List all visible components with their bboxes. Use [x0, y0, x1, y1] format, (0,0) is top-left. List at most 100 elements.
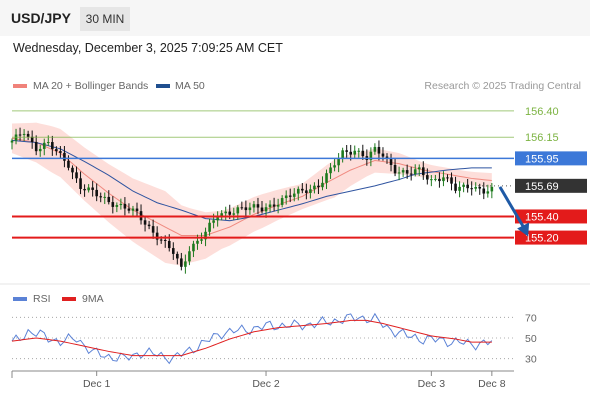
candle-body	[438, 178, 441, 182]
candle-body	[450, 177, 453, 184]
candles	[10, 127, 494, 274]
header-bar: USD/JPY 30 MIN	[0, 0, 590, 36]
ma20-line	[11, 137, 492, 236]
candle-body	[309, 189, 312, 193]
forecast-arrow-shaft	[498, 186, 528, 233]
rsi-tick-label: 50	[525, 333, 537, 345]
candle-body	[470, 188, 473, 190]
candle-body	[171, 248, 175, 254]
candle-body	[276, 204, 280, 207]
candle-body	[79, 178, 82, 189]
candle-body	[18, 134, 22, 136]
candle-body	[224, 211, 228, 214]
candle-body	[240, 207, 244, 209]
candle-body	[462, 184, 465, 187]
candle-body	[75, 172, 78, 179]
candle-body	[296, 188, 300, 194]
rsi-ma-legend-label: 9MA	[82, 293, 104, 305]
candle-body	[329, 167, 332, 174]
candle-body	[236, 207, 240, 214]
candle-body	[361, 150, 365, 157]
rsi-tick-label: 70	[525, 312, 537, 324]
candle-body	[26, 133, 30, 137]
candle-body	[83, 188, 86, 191]
candle-body	[393, 164, 397, 174]
last-price-label: 155.69	[525, 181, 559, 193]
candle-body	[252, 204, 256, 208]
candle-body	[163, 239, 167, 241]
rsi-ma-legend-swatch	[62, 297, 76, 301]
candle-body	[115, 205, 119, 207]
candle-body	[321, 182, 324, 188]
candle-body	[176, 253, 179, 259]
candle-body	[151, 226, 155, 233]
bollinger-legend-swatch	[13, 84, 27, 88]
candle-body	[430, 179, 433, 181]
currency-pair: USD/JPY	[11, 10, 71, 26]
rsi-legend-label: RSI	[33, 293, 51, 305]
candle-body	[288, 195, 292, 197]
candle-body	[184, 261, 187, 267]
candle-body	[413, 169, 417, 175]
rsi-tick-label: 30	[525, 354, 537, 366]
candle-body	[228, 211, 232, 215]
candle-body	[143, 220, 147, 225]
candle-body	[421, 167, 425, 176]
candle-body	[196, 240, 199, 244]
support-label-box	[515, 230, 587, 245]
candle-body	[474, 187, 478, 189]
rsi-ma-line	[11, 319, 492, 357]
bollinger-legend-label: MA 20 + Bollinger Bands	[33, 80, 149, 92]
candle-body	[232, 213, 236, 215]
candle-body	[345, 150, 348, 152]
candle-body	[135, 208, 139, 212]
candle-body	[260, 207, 264, 212]
pivot-label-box	[515, 151, 587, 166]
timestamp: Wednesday, December 3, 2025 7:09:25 AM C…	[13, 41, 283, 55]
candle-body	[466, 184, 469, 189]
candle-body	[119, 203, 123, 206]
x-tick-label: Dec 2	[252, 378, 280, 390]
candle-body	[212, 220, 215, 223]
candle-body	[147, 224, 151, 227]
candle-body	[337, 159, 340, 166]
candle-body	[216, 217, 219, 221]
candle-body	[446, 177, 449, 179]
target-label: 156.40	[525, 106, 559, 118]
rsi-line	[11, 312, 493, 365]
candle-body	[317, 185, 320, 188]
candle-body	[59, 151, 62, 153]
candle-body	[353, 150, 357, 155]
candle-body	[200, 239, 203, 241]
candle-body	[341, 150, 344, 160]
support-label: 155.20	[525, 233, 559, 245]
candle-body	[256, 204, 260, 208]
candle-body	[357, 150, 361, 152]
timeframe-badge[interactable]: 30 MIN	[80, 7, 130, 31]
candle-body	[192, 243, 195, 252]
candle-body	[458, 186, 461, 191]
candle-body	[155, 232, 159, 240]
candle-body	[325, 173, 328, 183]
candle-body	[486, 191, 490, 194]
candle-body	[397, 172, 401, 174]
candle-body	[87, 187, 90, 191]
candle-body	[51, 142, 54, 150]
candle-body	[159, 239, 163, 241]
candle-body	[373, 146, 377, 152]
candle-body	[490, 186, 494, 192]
ma50-legend-label: MA 50	[175, 80, 205, 92]
candle-body	[30, 136, 34, 142]
candle-body	[127, 208, 131, 211]
candle-body	[111, 202, 115, 207]
last-price-box	[515, 178, 587, 193]
candle-body	[389, 158, 393, 165]
candle-body	[284, 195, 288, 199]
candle-body	[38, 148, 42, 152]
candle-body	[34, 141, 38, 152]
candle-body	[55, 149, 58, 152]
candle-body	[369, 151, 373, 160]
forecast-arrow-head	[517, 222, 530, 237]
candle-body	[409, 173, 413, 175]
